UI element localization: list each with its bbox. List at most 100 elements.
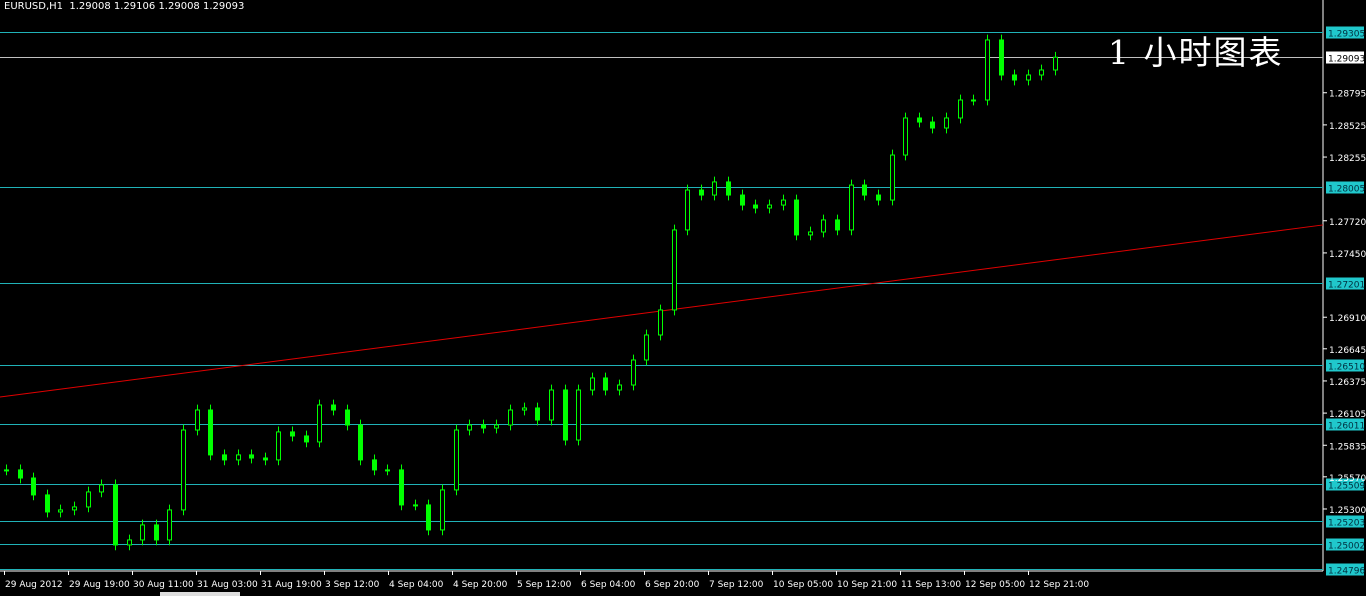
time-tick-label: 10 Sep 05:00 [773,580,833,590]
level-label: 1.25002 [1328,542,1365,552]
candle-body [712,181,717,196]
price-tick-label: 1.28795 [1329,90,1366,100]
candle-body [794,199,799,236]
candle-body [372,459,377,471]
candle-body [4,469,9,472]
price-tick-label: 1.28525 [1329,122,1366,132]
candle-body [86,491,91,508]
level-label: 1.24796 [1328,567,1365,577]
candle-body [685,189,690,231]
candle-body [290,431,295,437]
candle-body [413,504,418,507]
candle-body [535,407,540,421]
candle-body [317,404,322,443]
candle-body [944,117,949,129]
time-tick-label: 29 Aug 2012 [5,580,63,590]
candle-body [113,484,118,546]
time-tick-label: 4 Sep 20:00 [453,580,508,590]
candle-body [494,424,499,429]
candle-body [999,39,1004,76]
price-tick-label: 1.28255 [1329,154,1366,164]
level-label-bg [1326,26,1364,39]
candle-body [644,334,649,361]
scrollbar[interactable] [160,592,240,596]
candle-body [1039,69,1044,76]
price-tick-label: 1.27450 [1329,250,1366,260]
level-label-bg [1326,538,1364,551]
ohlc-label: 1.29008 1.29106 1.29008 1.29093 [69,1,245,12]
candle-body [903,117,908,156]
level-label: 1.28005 [1328,185,1365,195]
chart-header: EURUSD,H1 1.29008 1.29106 1.29008 1.2909… [4,1,244,12]
time-tick-label: 5 Sep 12:00 [517,580,572,590]
candle-body [304,435,309,443]
candle-body [345,409,350,426]
candle-body [358,424,363,461]
price-tick-label: 1.27720 [1329,218,1366,228]
candle-body [249,454,254,459]
time-tick-label: 31 Aug 19:00 [261,580,322,590]
price-tick-label: 1.25570 [1329,474,1366,484]
candle-body [522,407,527,411]
level-label: 1.25509 [1328,482,1365,492]
time-tick-label: 11 Sep 13:00 [901,580,961,590]
candle-body [18,469,23,479]
candle-body [672,229,677,311]
level-label: 1.27201 [1328,281,1365,291]
candle-body [876,194,881,201]
candle-body [849,184,854,231]
candle-body [167,509,172,541]
candle-body [31,477,36,496]
level-label-bg [1326,181,1364,194]
watermark-label: 1 小时图表 [1108,33,1284,72]
candle-body [58,509,63,513]
candle-body [276,431,281,461]
candle-body [971,99,976,102]
level-label-bg [1326,563,1364,576]
candle-body [985,39,990,101]
candle-body [930,121,935,129]
bid-label: 1.29093 [1328,55,1365,65]
candle-body [549,389,554,421]
candle-body [590,377,595,391]
price-tick-label: 1.26910 [1329,314,1366,324]
candle-body [385,469,390,472]
candle-body [917,117,922,123]
candle-body [781,199,786,206]
price-tick-label: 1.25300 [1329,506,1366,516]
price-tick-label: 1.26105 [1329,410,1366,420]
candle-body [222,454,227,461]
candle-body [508,409,513,426]
candle-body [181,429,186,511]
time-tick-label: 6 Sep 20:00 [645,580,700,590]
time-tick-label: 31 Aug 03:00 [197,580,258,590]
time-tick-label: 29 Aug 19:00 [69,580,130,590]
price-tick-label: 1.26375 [1329,378,1366,388]
candle-body [767,204,772,209]
time-tick-label: 7 Sep 12:00 [709,580,764,590]
candle-body [140,524,145,541]
candle-body [631,359,636,386]
candle-body [1026,74,1031,81]
candle-body [454,429,459,491]
candle-body [890,154,895,201]
candle-body [127,539,132,546]
candle-body [958,99,963,119]
candle-body [603,377,608,391]
candle-body [236,454,241,461]
level-label-bg [1326,478,1364,491]
candle-body [576,389,581,441]
level-label-bg [1326,515,1364,528]
candle-body [1012,74,1017,81]
candle-body [699,189,704,196]
candle-body [467,424,472,431]
candle-body [1053,56,1058,71]
level-label-bg [1326,418,1364,431]
time-tick-label: 4 Sep 04:00 [389,580,444,590]
level-label: 1.29305 [1328,30,1365,40]
candle-body [726,181,731,196]
candle-body [440,489,445,531]
candle-body [331,404,336,411]
price-tick-label: 1.25835 [1329,442,1366,452]
